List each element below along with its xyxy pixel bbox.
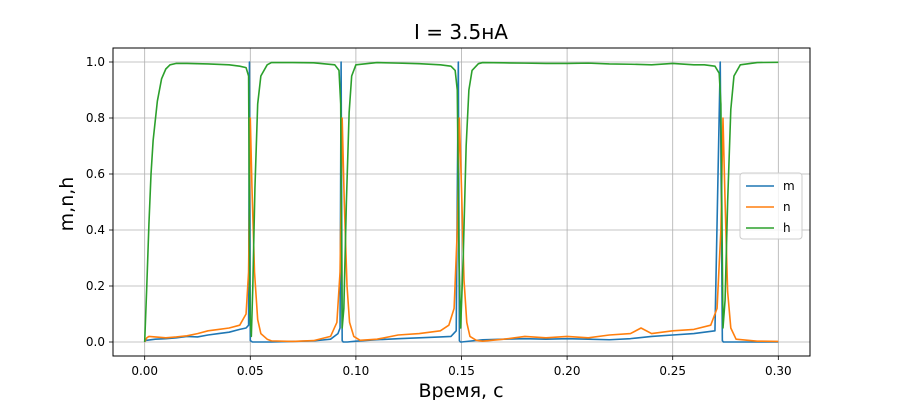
legend: mnh (739, 172, 803, 240)
series-line-m (144, 61, 779, 343)
chart-title: I = 3.5нА (414, 20, 508, 44)
series-lines (143, 61, 779, 343)
y-tick-label: 0.6 (86, 167, 105, 181)
legend-box (739, 172, 803, 240)
y-axis-ticks: 0.0 0.2 0.4 0.6 0.8 1.0 (86, 55, 113, 349)
legend-label-h: h (783, 221, 791, 235)
series-line-n (143, 117, 779, 343)
y-tick-label: 0.0 (86, 335, 105, 349)
y-tick-label: 0.4 (86, 223, 105, 237)
x-tick-label: 0.05 (237, 364, 264, 378)
y-tick-label: 0.2 (86, 279, 105, 293)
x-tick-label: 0.30 (765, 364, 792, 378)
x-tick-label: 0.25 (659, 364, 686, 378)
x-tick-label: 0.00 (131, 364, 158, 378)
y-axis-label: m,n,h (56, 177, 78, 232)
x-tick-label: 0.10 (343, 364, 370, 378)
x-tick-label: 0.20 (554, 364, 581, 378)
y-tick-label: 0.8 (86, 111, 105, 125)
x-axis-label: Время, с (418, 380, 503, 400)
x-tick-label: 0.15 (448, 364, 475, 378)
legend-label-n: n (783, 200, 791, 214)
y-tick-label: 1.0 (86, 55, 105, 69)
x-axis-ticks: 0.00 0.05 0.10 0.15 0.20 0.25 0.30 (131, 356, 792, 378)
series-line-h (143, 61, 779, 343)
legend-label-m: m (783, 179, 795, 193)
